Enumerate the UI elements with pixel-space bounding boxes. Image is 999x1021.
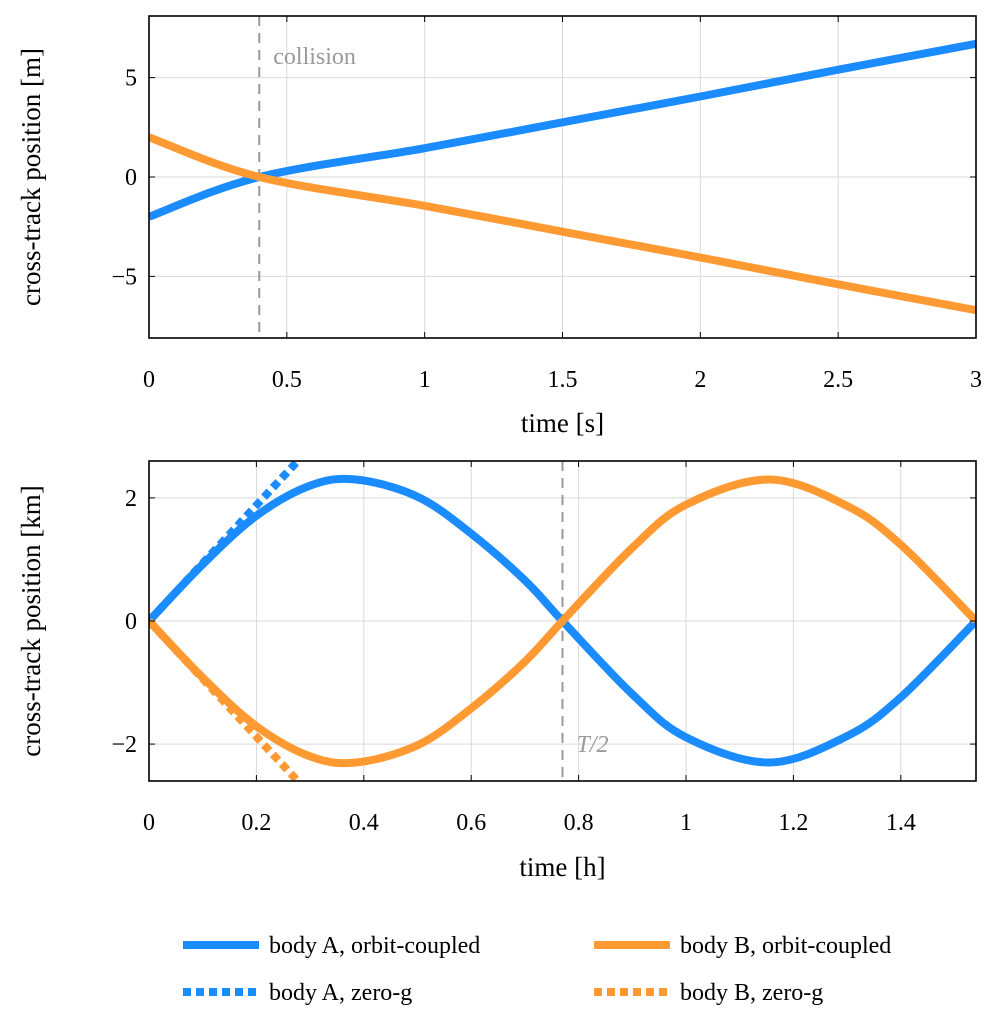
x-axis-label: time [h] bbox=[519, 852, 605, 882]
y-axis-label: cross-track position [km] bbox=[16, 485, 46, 756]
y-tick-label: 0 bbox=[125, 609, 137, 635]
legend: body A, orbit-coupled body B, orbit-coupl… bbox=[183, 933, 891, 1006]
y-tick-label: 5 bbox=[125, 66, 137, 92]
x-tick-label: 1.4 bbox=[886, 810, 916, 836]
series-line-body-a-orbit-coupled bbox=[149, 474, 976, 767]
series-group bbox=[149, 461, 976, 781]
series-group bbox=[149, 39, 976, 315]
marker-label: collision bbox=[273, 44, 356, 70]
marker-label: T/2 bbox=[577, 732, 609, 758]
x-tick-label: 1.2 bbox=[778, 810, 808, 836]
x-tick-label: 0.5 bbox=[272, 367, 302, 393]
chart-panel-1: collision 0 0.5 1 1.5 2 2.5 3 −5 0 5 time [s] cross-… bbox=[16, 15, 982, 438]
y-axis-label: cross-track position [m] bbox=[16, 48, 46, 306]
x-tick-label: 0 bbox=[143, 367, 155, 393]
x-tick-label: 1 bbox=[419, 367, 431, 393]
x-tick-label: 0.8 bbox=[564, 810, 594, 836]
x-tick-label: 1 bbox=[680, 810, 692, 836]
x-tick-label: 0 bbox=[143, 810, 155, 836]
x-tick-label: 2 bbox=[694, 367, 706, 393]
y-tick-label: −2 bbox=[111, 732, 137, 758]
x-tick-label: 0.6 bbox=[456, 810, 486, 836]
legend-label: body B, orbit-coupled bbox=[680, 933, 891, 959]
x-tick-label: 3 bbox=[970, 367, 982, 393]
y-tick-label: −5 bbox=[111, 264, 137, 290]
x-tick-label: 1.5 bbox=[548, 367, 578, 393]
x-tick-label: 0.4 bbox=[349, 810, 379, 836]
y-tick-label: 0 bbox=[125, 165, 137, 191]
legend-label: body A, orbit-coupled bbox=[269, 933, 480, 959]
series-line-body-b-orbit-coupled bbox=[149, 133, 976, 315]
x-tick-label: 2.5 bbox=[823, 367, 853, 393]
chart-panel-2: T/2 0 0.2 0.4 0.6 0.8 1 1.2 1.4 −2 0 2 time [h] cross… bbox=[16, 460, 977, 882]
legend-label: body B, zero-g bbox=[680, 980, 823, 1006]
y-tick-label: 2 bbox=[125, 486, 137, 512]
x-tick-label: 0.2 bbox=[241, 810, 271, 836]
series-line-body-b-orbit-coupled bbox=[149, 475, 976, 768]
legend-label: body A, zero-g bbox=[269, 980, 412, 1006]
x-axis-label: time [s] bbox=[521, 408, 604, 438]
